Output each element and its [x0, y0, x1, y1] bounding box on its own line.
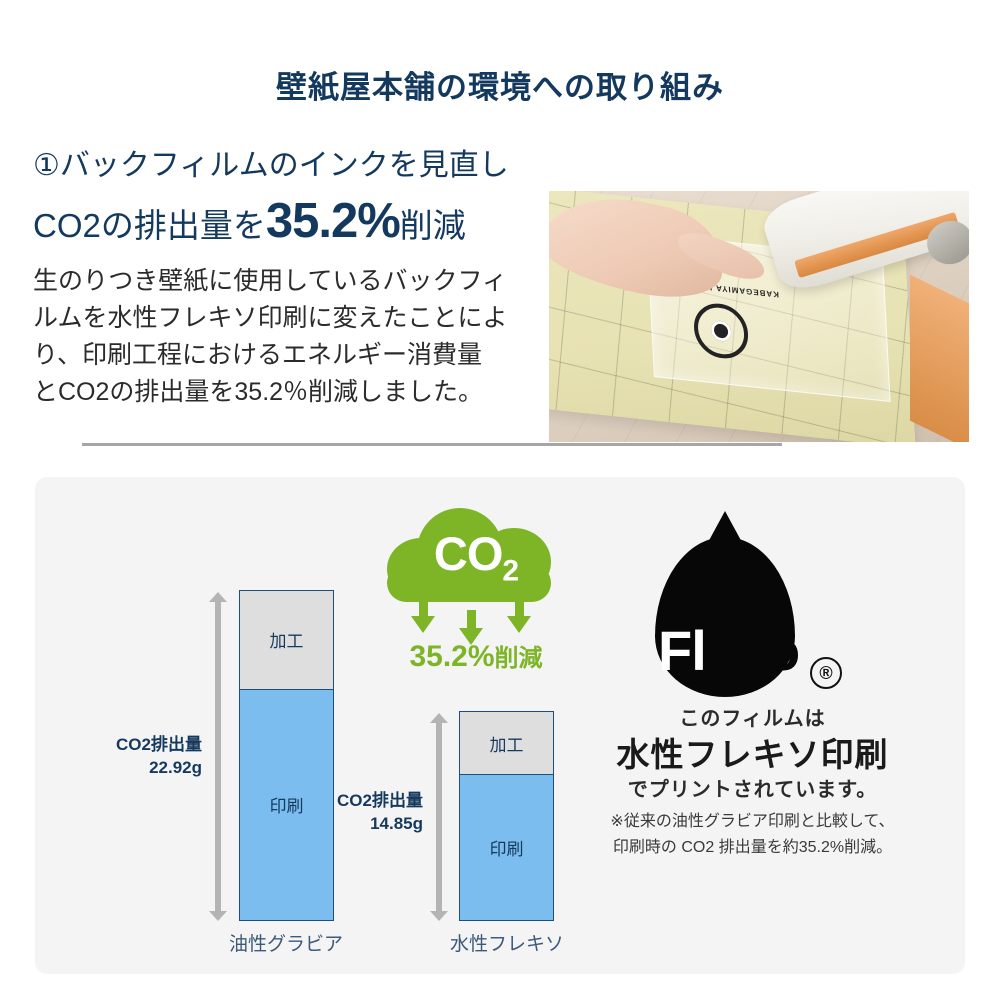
co2-reduction-suffix: 削減 — [494, 645, 543, 672]
flexo-line-1: このフィルムは — [679, 708, 826, 730]
flexo-footnote: ※従来の油性グラビア印刷と比較して、 印刷時の CO2 排出量を約35.2%削減… — [575, 809, 930, 860]
page-title: 壁紙屋本舗の環境への取り組み — [276, 70, 724, 105]
category-label-oil-gravure: 油性グラビア — [228, 934, 343, 955]
arrow-head-down-icon — [430, 911, 448, 921]
flexo-line-2: 水性フレキソ印刷 — [616, 736, 889, 773]
measure-value: 14.85g — [370, 813, 423, 833]
measure-title: CO2排出量 — [116, 735, 202, 754]
intro-body: 生のりつき壁紙に使用しているバックフィ ルムを水性フレキソ印刷に変えたことによ … — [33, 263, 533, 410]
bar-oil-gravure: 加工 印刷 — [239, 590, 334, 921]
measure-arrow-water-flexo — [430, 713, 448, 921]
co2-reduction-badge: CO2 35.2%削減 — [381, 500, 571, 685]
co2-reduction-value: 35.2% — [409, 640, 495, 673]
arrow-head-down-icon — [209, 911, 227, 921]
co2-text: CO — [433, 527, 503, 580]
arrow-shaft — [436, 721, 442, 913]
intro-body-line: ルムを水性フレキソ印刷に変えたことによ — [33, 304, 508, 333]
cloud-base — [387, 564, 551, 602]
intro-subheading: CO2の排出量を35.2%削減 — [33, 193, 533, 249]
intro-block: ①バックフィルムのインクを見直し CO2の排出量を35.2%削減 生のりつき壁紙… — [33, 148, 533, 410]
intro-subheading-suffix: 削減 — [399, 207, 466, 244]
flexo-block: Flexo ® このフィルムは 水性フレキソ印刷 でプリントされています。 ※従… — [575, 495, 930, 885]
co2-reduction-text: 35.2%削減 — [371, 638, 581, 674]
intro-body-line: 生のりつき壁紙に使用しているバックフィ — [33, 267, 508, 296]
ink-drop-icon — [655, 537, 795, 697]
arrow-shaft — [215, 600, 221, 913]
co2-cloud-icon: CO2 — [381, 500, 571, 605]
measure-label-water-flexo: CO2排出量 14.85g — [283, 790, 423, 836]
bar-segment-printing: 印刷 — [240, 689, 333, 920]
intro-body-line: とCO2の排出量を35.2％削減しました。 — [33, 377, 484, 406]
measure-title: CO2排出量 — [337, 791, 423, 810]
bar-segment-processing: 加工 — [460, 712, 553, 776]
photo-roll-orange-edge-side — [910, 275, 969, 442]
flexo-footnote-line: ※従来の油性グラビア印刷と比較して、 — [610, 813, 895, 830]
arrow-head-up-icon — [430, 713, 448, 723]
co2-cloud-label: CO2 — [381, 526, 571, 588]
intro-body-line: り、印刷工程におけるエネルギー消費量 — [33, 340, 483, 369]
intro-heading: ①バックフィルムのインクを見直し — [33, 149, 509, 182]
measure-label-oil-gravure: CO2排出量 22.92g — [62, 734, 202, 780]
co2-down-arrows-icon — [405, 598, 555, 645]
wallpaper-photo: KABEGAMIYA HONPO — [549, 191, 969, 442]
measure-value: 22.92g — [149, 757, 202, 777]
photo-film-logo-stamp — [692, 301, 750, 362]
flexo-logo-word-white: Fl — [658, 619, 707, 682]
intro-subheading-value: 35.2% — [265, 194, 401, 248]
bar-segment-printing: 印刷 — [460, 775, 553, 920]
bar-water-flexo: 加工 印刷 — [459, 711, 554, 921]
registered-trademark-icon: ® — [810, 657, 842, 689]
category-label-water-flexo: 水性フレキソ — [449, 934, 564, 955]
flexo-logo-wordmark: Flexo — [658, 623, 908, 679]
chart-baseline — [82, 443, 782, 446]
bar-segment-processing: 加工 — [240, 591, 333, 690]
flexo-footnote-line: 印刷時の CO2 排出量を約35.2%削減。 — [612, 838, 893, 856]
intro-subheading-prefix: CO2の排出量を — [33, 207, 266, 244]
flexo-logo-word-black: exo — [705, 619, 800, 682]
co2-subscript: 2 — [502, 554, 519, 588]
flexo-line-3: でプリントされています。 — [627, 779, 878, 801]
measure-arrow-oil-gravure — [209, 592, 227, 921]
arrow-head-up-icon — [209, 592, 227, 602]
